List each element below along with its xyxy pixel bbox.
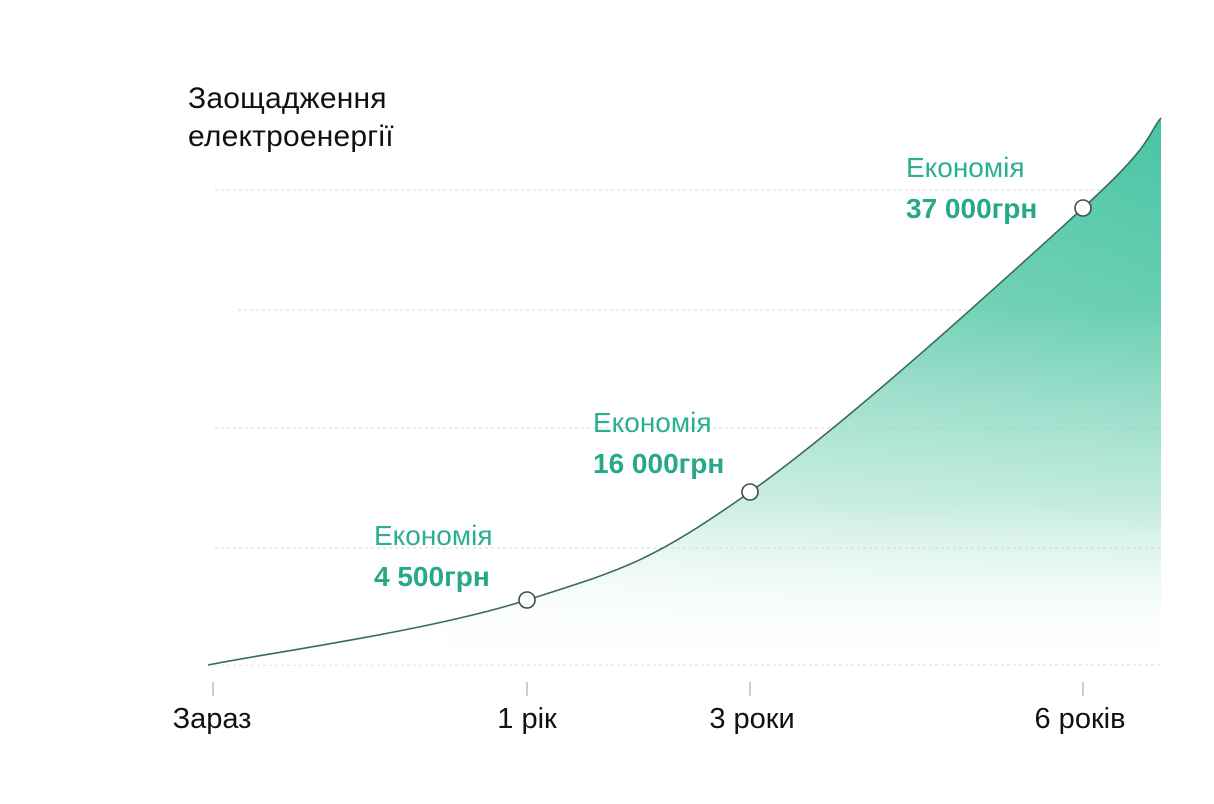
data-point-marker — [518, 591, 536, 609]
callout-label: Економія — [593, 407, 711, 438]
callout-value: 37 000грн — [906, 193, 1037, 224]
data-point-marker — [1074, 199, 1092, 217]
data-points — [518, 199, 1092, 609]
x-axis-ticks: Зараз 1 рік 3 роки 6 років — [173, 682, 1126, 735]
savings-area-fade — [208, 118, 1161, 665]
area-fill-layer — [208, 118, 1161, 665]
x-tick-label: 1 рік — [497, 703, 557, 735]
chart-title: Заощадження електроенергії — [188, 80, 488, 156]
data-point-marker — [741, 483, 759, 501]
x-tick-label: 6 років — [1035, 703, 1126, 735]
callout-label: Економія — [906, 152, 1024, 183]
callout-value: 16 000грн — [593, 448, 724, 479]
callout-value: 4 500грн — [374, 561, 490, 592]
callout-labels: Економія 4 500грн Економія 16 000грн Економі… — [374, 152, 1037, 592]
x-tick-label: Зараз — [173, 703, 252, 735]
callout-label: Економія — [374, 520, 492, 551]
chart-title-line-2: електроенергії — [188, 120, 394, 153]
chart-title-line-1: Заощадження — [188, 82, 387, 115]
x-tick-label: 3 роки — [709, 703, 794, 735]
